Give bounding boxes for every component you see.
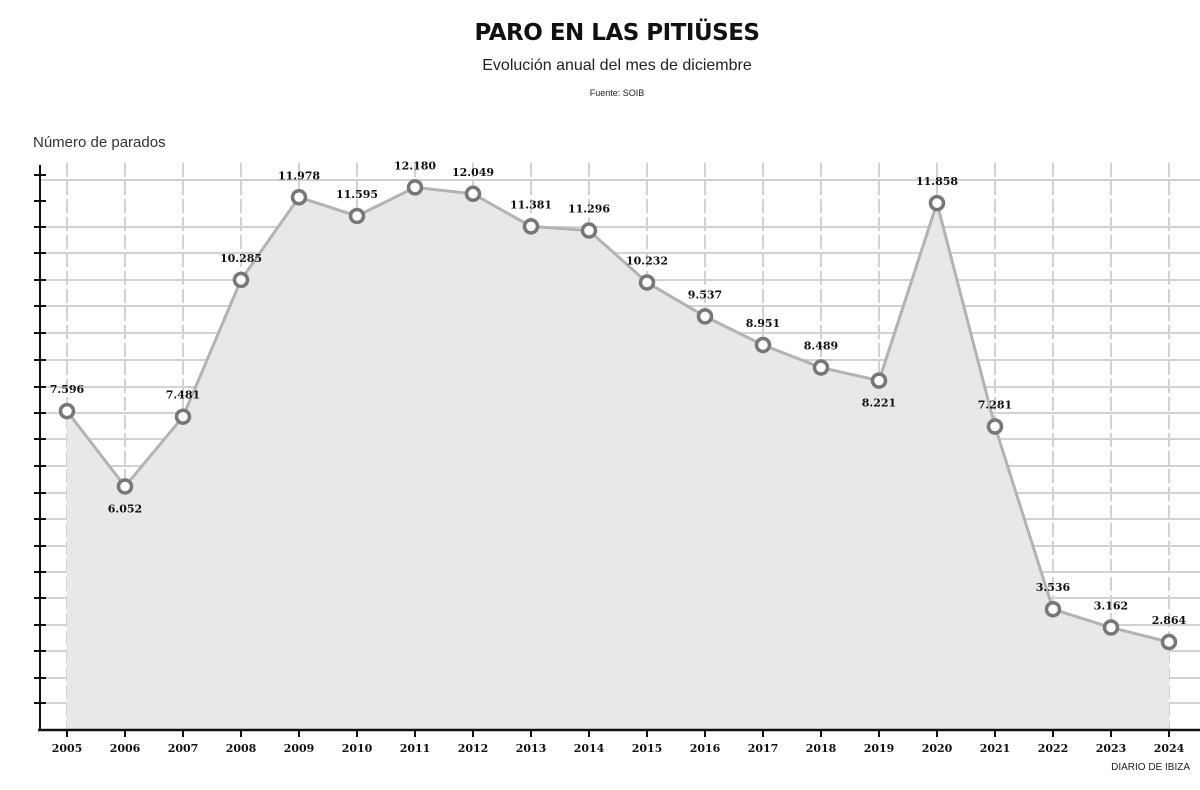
data-point-2008 bbox=[232, 271, 250, 289]
data-point-2006 bbox=[116, 478, 134, 495]
data-label-2016: 9.537 bbox=[688, 288, 722, 301]
data-point-2012 bbox=[464, 185, 482, 203]
data-point-2017 bbox=[754, 336, 772, 354]
x-tick-labels: 2005 2006 2007 2008 2009 2010 2011 2012 2013 2014… bbox=[52, 742, 1185, 755]
data-labels: 7.596 6.052 7.481 10.285 11.978 11.595 12.180 1… bbox=[50, 159, 1187, 627]
data-point-2011 bbox=[406, 179, 424, 196]
x-tick-label-2021: 2021 bbox=[980, 742, 1011, 755]
chart-subtitle: Evolución anual del mes de diciembre bbox=[482, 57, 752, 74]
data-label-2024: 2.864 bbox=[1152, 614, 1187, 627]
data-point-2009 bbox=[290, 189, 308, 206]
data-point-2015 bbox=[638, 274, 656, 291]
data-label-2008: 10.285 bbox=[220, 252, 262, 265]
y-axis-label: Número de parados bbox=[33, 134, 166, 151]
x-tick-label-2017: 2017 bbox=[748, 742, 779, 755]
data-label-2006: 6.052 bbox=[108, 502, 142, 515]
x-tick-label-2007: 2007 bbox=[168, 742, 199, 755]
data-label-2009: 11.978 bbox=[278, 169, 320, 182]
x-tick-label-2018: 2018 bbox=[806, 742, 837, 755]
data-point-2023 bbox=[1102, 619, 1120, 636]
chart-title: PARO EN LAS PITIÜSES bbox=[474, 20, 761, 46]
data-label-2019: 8.221 bbox=[862, 397, 896, 410]
data-point-2014 bbox=[580, 222, 598, 239]
area-fill bbox=[67, 187, 1169, 730]
x-tick-label-2012: 2012 bbox=[458, 742, 489, 755]
publisher-credit: DIARIO DE IBIZA bbox=[1111, 762, 1190, 773]
axes bbox=[34, 165, 1200, 737]
data-label-2017: 8.951 bbox=[746, 317, 780, 330]
data-label-2022: 3.536 bbox=[1036, 581, 1071, 594]
x-tick-label-2020: 2020 bbox=[922, 742, 953, 755]
x-tick-label-2010: 2010 bbox=[342, 742, 373, 755]
x-tick-label-2013: 2013 bbox=[516, 742, 547, 755]
data-label-2021: 7.281 bbox=[978, 398, 1012, 411]
data-label-2012: 12.049 bbox=[452, 166, 494, 179]
data-point-2013 bbox=[522, 218, 540, 235]
data-label-2013: 11.381 bbox=[510, 198, 552, 211]
data-point-2021 bbox=[986, 418, 1004, 435]
data-label-2018: 8.489 bbox=[804, 340, 838, 353]
x-tick-label-2009: 2009 bbox=[284, 742, 315, 755]
x-tick-label-2019: 2019 bbox=[864, 742, 895, 755]
data-point-2005 bbox=[58, 402, 76, 420]
data-label-2010: 11.595 bbox=[336, 188, 378, 201]
data-label-2023: 3.162 bbox=[1094, 599, 1128, 612]
data-label-2005: 7.596 bbox=[50, 383, 85, 396]
x-tick-label-2011: 2011 bbox=[400, 742, 431, 755]
x-tick-label-2006: 2006 bbox=[110, 742, 141, 755]
x-tick-label-2015: 2015 bbox=[632, 742, 663, 755]
data-label-2007: 7.481 bbox=[166, 389, 200, 402]
series-line bbox=[65, 185, 1170, 644]
x-tick-label-2016: 2016 bbox=[690, 742, 721, 755]
data-point-2024 bbox=[1160, 633, 1178, 651]
data-markers bbox=[58, 179, 1178, 651]
x-tick-label-2005: 2005 bbox=[52, 742, 83, 755]
data-point-2010 bbox=[348, 207, 366, 225]
data-label-2015: 10.232 bbox=[626, 254, 668, 267]
x-tick-label-2022: 2022 bbox=[1038, 742, 1069, 755]
data-point-2019 bbox=[870, 372, 888, 389]
chart-source: Fuente: SOIB bbox=[589, 88, 645, 98]
data-point-2018 bbox=[812, 359, 830, 376]
data-point-2016 bbox=[696, 308, 714, 325]
data-point-2022 bbox=[1044, 600, 1062, 618]
data-label-2020: 11.858 bbox=[916, 175, 958, 188]
data-label-2011: 12.180 bbox=[394, 159, 436, 172]
x-tick-label-2008: 2008 bbox=[226, 742, 257, 755]
data-point-2007 bbox=[174, 408, 192, 425]
x-tick-label-2023: 2023 bbox=[1096, 742, 1127, 755]
x-tick-label-2024: 2024 bbox=[1154, 742, 1185, 755]
data-label-2014: 11.296 bbox=[568, 203, 610, 216]
data-point-2020 bbox=[928, 194, 946, 212]
x-tick-label-2014: 2014 bbox=[574, 742, 605, 755]
